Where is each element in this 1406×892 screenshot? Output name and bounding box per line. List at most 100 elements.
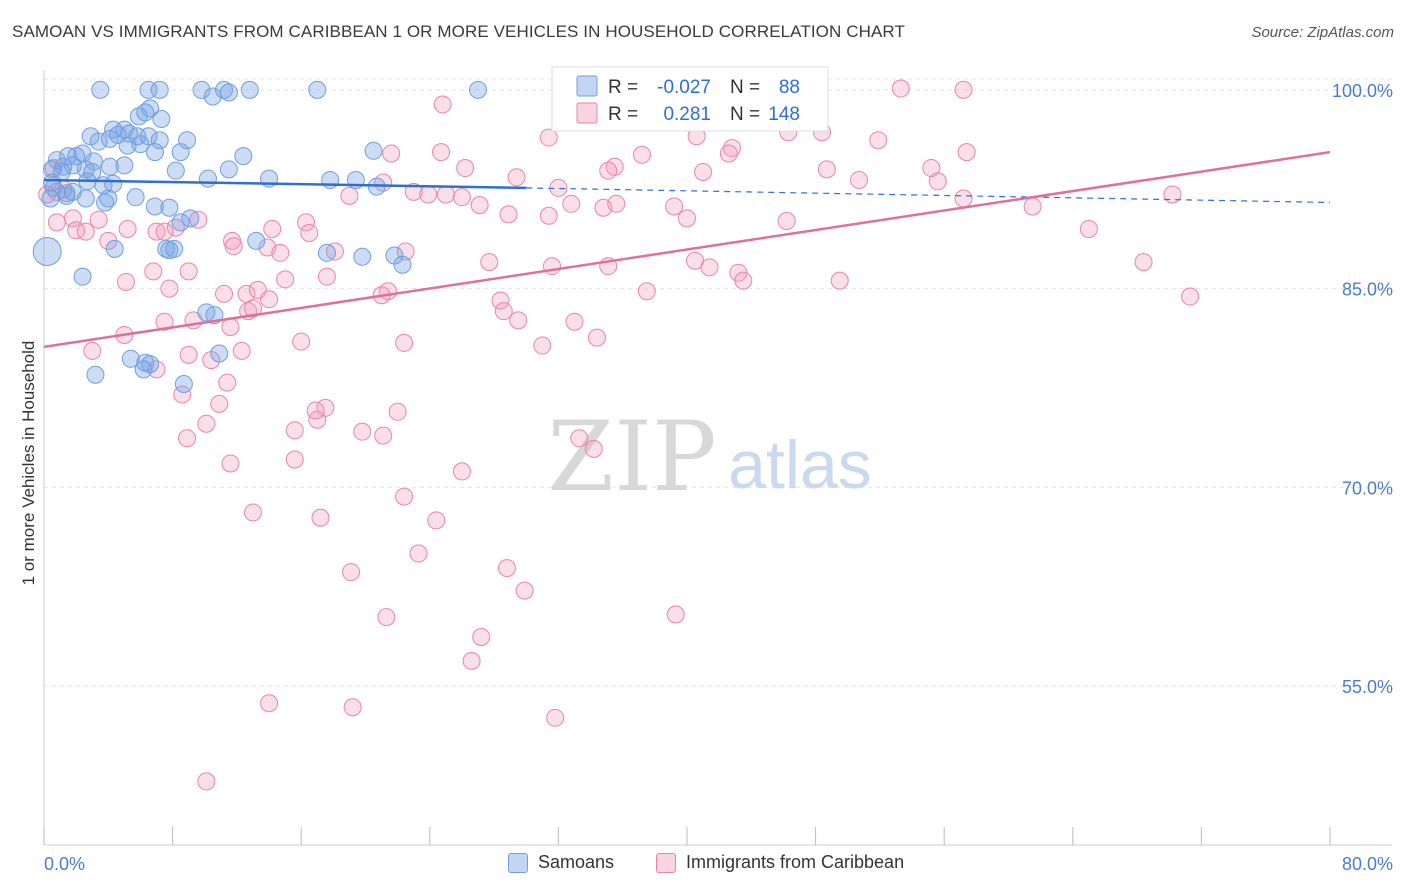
caribbean-point (300, 223, 319, 242)
legend-label-caribbean: Immigrants from Caribbean (686, 852, 905, 872)
caribbean-point (243, 503, 262, 522)
chart-title: SAMOAN VS IMMIGRANTS FROM CARIBBEAN 1 OR… (12, 22, 905, 41)
caribbean-point (260, 290, 279, 309)
legend-item-samoans[interactable]: Samoans (508, 852, 614, 873)
y-tick-label: 55.0% (1342, 677, 1393, 697)
legend-n-label-1: N = (730, 77, 760, 98)
samoan-point (219, 83, 238, 102)
caribbean-point (462, 651, 481, 670)
caribbean-point (285, 450, 304, 469)
caribbean-point (472, 628, 491, 647)
caribbean-point (404, 182, 423, 201)
samoan-point (76, 189, 95, 208)
caribbean-point (396, 242, 415, 261)
caribbean-point (263, 219, 282, 238)
caribbean-point (116, 272, 135, 291)
caribbean-point (922, 159, 941, 178)
samoan-point (240, 80, 259, 99)
caribbean-point (292, 332, 311, 351)
samoan-point (118, 136, 137, 155)
caribbean-point (285, 421, 304, 440)
samoan-point (364, 141, 383, 160)
samoan-point (197, 303, 216, 322)
caribbean-point (166, 218, 185, 237)
caribbean-point (533, 336, 552, 355)
samoan-point (165, 239, 184, 258)
legend-swatch-samoans (508, 852, 528, 873)
series-samoans-points (32, 80, 488, 393)
caribbean-point (276, 270, 295, 289)
caribbean-point (342, 563, 361, 582)
watermark-atlas: atlas (728, 427, 872, 503)
caribbean-point (433, 95, 452, 114)
legend-swatch-blue (576, 75, 598, 97)
caribbean-point (637, 282, 656, 301)
caribbean-point (83, 341, 102, 360)
x-tick-label: 0.0% (44, 854, 85, 874)
legend-r-label-1: R = (608, 77, 638, 98)
samoan-point (353, 247, 372, 266)
watermark-zip: ZIP (547, 401, 716, 513)
samoan-point (136, 353, 155, 372)
caribbean-point (499, 205, 518, 224)
legend-box: R = -0.027 N = 88 R = 0.281 N = 148 (551, 66, 829, 132)
caribbean-point (260, 694, 279, 713)
axes (43, 70, 1392, 846)
caribbean-point (179, 262, 198, 281)
samoans-trend-line (43, 178, 527, 190)
caribbean-point (197, 772, 216, 791)
caribbean-point (666, 605, 685, 624)
legend-label-samoans: Samoans (538, 852, 615, 872)
caribbean-point (869, 131, 888, 150)
caribbean-point (515, 581, 534, 600)
caribbean-point (343, 698, 362, 717)
caribbean-point (507, 168, 526, 187)
caribbean-point (224, 237, 243, 256)
legend-n-label-2: N = (730, 104, 760, 125)
caribbean-point (723, 139, 742, 158)
caribbean-point (734, 271, 753, 290)
samoan-point (181, 209, 200, 228)
caribbean-point (340, 186, 359, 205)
caribbean-point (497, 559, 516, 578)
caribbean-point (891, 79, 910, 98)
legend-item-caribbean[interactable]: Immigrants from Caribbean (656, 852, 904, 873)
caribbean-point (1181, 287, 1200, 306)
caribbean-point (817, 160, 836, 179)
samoan-point (166, 161, 185, 180)
caribbean-point (47, 213, 66, 232)
caribbean-point (957, 143, 976, 162)
samoan-point (469, 80, 488, 99)
caribbean-point (587, 328, 606, 347)
caribbean-point (243, 299, 262, 318)
samoan-point (104, 174, 123, 193)
caribbean-point (954, 189, 973, 208)
samoan-point (41, 189, 60, 208)
samoan-point (234, 147, 253, 166)
caribbean-point (509, 311, 528, 330)
caribbean-point (427, 511, 446, 530)
caribbean-point (374, 426, 393, 445)
x-tick-label: 80.0% (1342, 854, 1393, 874)
caribbean-point (218, 373, 237, 392)
caribbean-point (954, 80, 973, 99)
samoan-point (393, 255, 412, 274)
samoan-point (192, 80, 211, 99)
caribbean-point (850, 170, 869, 189)
legend-n-value-2: 148 (768, 104, 800, 125)
samoan-point (121, 349, 140, 368)
caribbean-point (480, 253, 499, 272)
y-tick-label: 70.0% (1342, 478, 1393, 498)
samoan-point (160, 198, 179, 217)
caribbean-point (395, 333, 414, 352)
samoan-point (174, 374, 193, 393)
caribbean-point (179, 345, 198, 364)
samoan-point (139, 127, 158, 146)
caribbean-point (928, 172, 947, 191)
samoan-point (134, 360, 153, 379)
samoan-point (105, 239, 124, 258)
caribbean-point (1023, 197, 1042, 216)
caribbean-point (311, 508, 330, 527)
samoan-point (100, 129, 119, 148)
legend-swatch-caribbean (656, 852, 676, 873)
